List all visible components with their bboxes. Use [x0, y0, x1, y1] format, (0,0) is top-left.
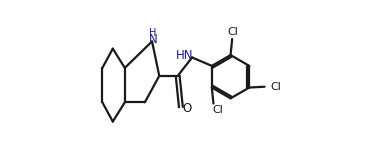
Text: O: O: [182, 102, 191, 115]
Text: Cl: Cl: [270, 82, 281, 92]
Text: HN: HN: [176, 49, 194, 62]
Text: Cl: Cl: [213, 105, 224, 115]
Text: N: N: [149, 33, 157, 46]
Text: Cl: Cl: [227, 27, 238, 37]
Text: H: H: [149, 28, 157, 38]
